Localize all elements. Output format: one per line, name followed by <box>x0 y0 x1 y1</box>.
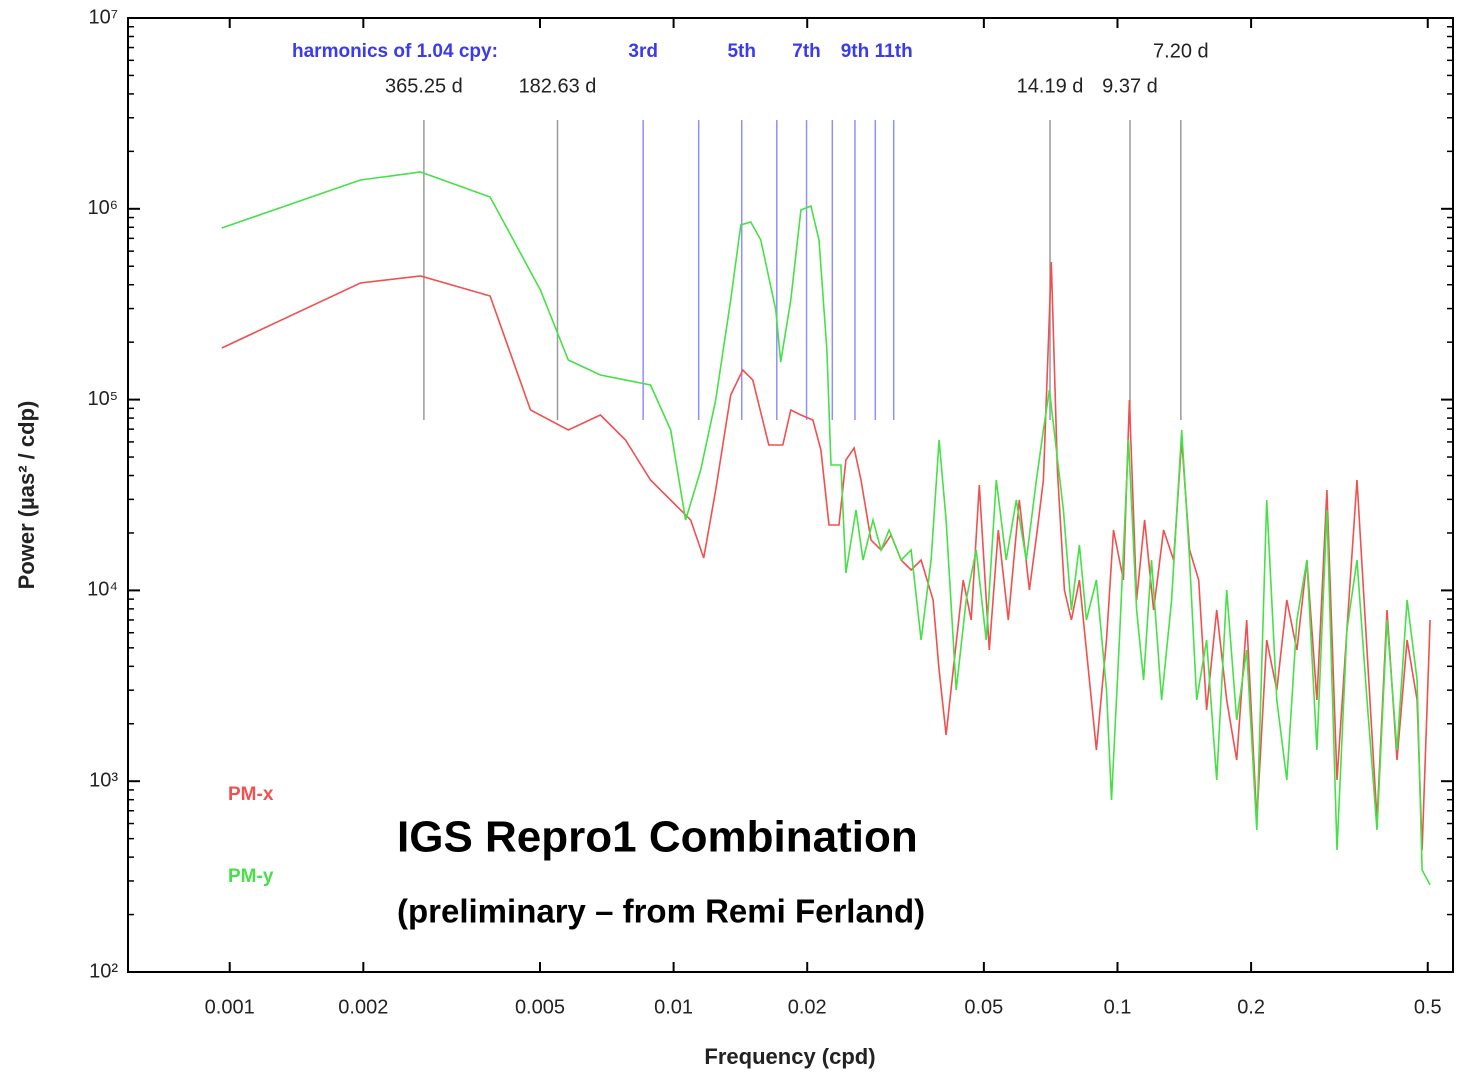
x-tick-label: 0.005 <box>515 996 565 1018</box>
x-tick-label: 0.02 <box>788 996 827 1018</box>
harmonic-label: 3rd <box>628 41 658 62</box>
series-line <box>221 171 1431 886</box>
reference-label: 365.25 d <box>385 75 463 97</box>
legend-entry: PM-y <box>228 866 274 887</box>
y-axis-label: Power (µas² / cdp) <box>14 401 39 590</box>
plot-frame <box>127 17 1454 973</box>
x-tick-label: 0.05 <box>964 996 1003 1018</box>
annotation-subtitle: (preliminary – from Remi Ferland) <box>397 893 925 930</box>
x-tick-label: 0.001 <box>205 996 255 1018</box>
harmonic-label: 11th <box>875 41 913 62</box>
x-tick-label: 0.1 <box>1104 996 1132 1018</box>
reference-label: 9.37 d <box>1102 75 1158 97</box>
x-tick-label: 0.5 <box>1414 996 1442 1018</box>
reference-label: 7.20 d <box>1153 40 1209 62</box>
x-axis-label: Frequency (cpd) <box>704 1044 875 1069</box>
y-tick-label: 10⁵ <box>87 388 118 410</box>
annotation-title: IGS Repro1 Combination <box>397 813 918 862</box>
y-tick-label: 10³ <box>89 769 118 791</box>
reference-label: 182.63 d <box>519 75 597 97</box>
legend-entry: PM-x <box>228 784 274 805</box>
series-line <box>221 261 1431 851</box>
y-tick-label: 10⁴ <box>87 579 118 601</box>
y-tick-label: 10² <box>89 960 118 982</box>
y-tick-label: 10⁷ <box>89 6 118 28</box>
x-tick-label: 0.01 <box>654 996 693 1018</box>
x-tick-label: 0.2 <box>1237 996 1265 1018</box>
y-tick-label: 10⁶ <box>88 197 118 219</box>
harmonic-label: 9th <box>841 41 870 62</box>
x-tick-label: 0.002 <box>338 996 388 1018</box>
reference-label: 14.19 d <box>1017 75 1084 97</box>
harmonic-label: 7th <box>792 41 821 62</box>
harmonic-label: 5th <box>727 41 756 62</box>
harmonics-title: harmonics of 1.04 cpy: <box>292 41 498 62</box>
